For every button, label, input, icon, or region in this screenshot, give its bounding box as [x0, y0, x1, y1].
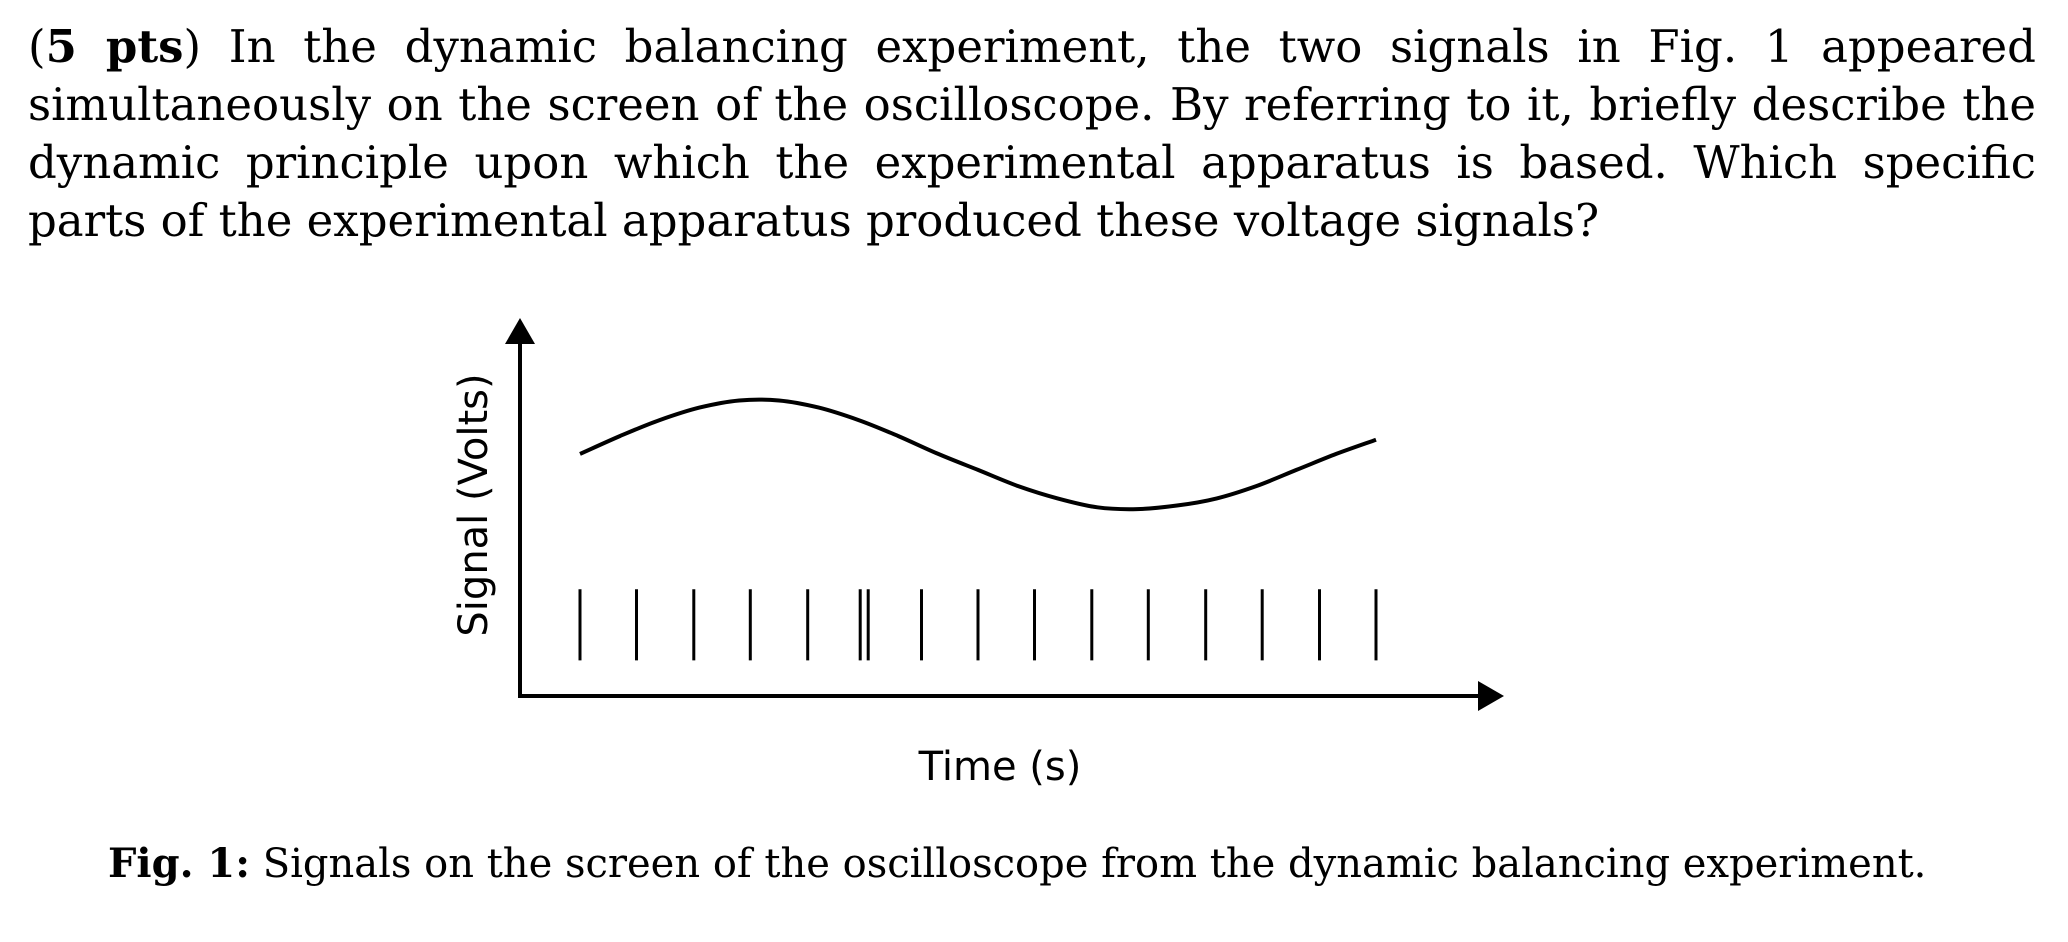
series-layer	[578, 397, 1378, 661]
x-axis-arrowhead	[1478, 681, 1504, 711]
y-axis-arrowhead	[505, 318, 535, 344]
y-axis-label: Signal (Volts)	[451, 373, 497, 636]
points-label: 5 pts	[45, 20, 184, 73]
figure-caption: Fig. 1: Signals on the screen of the osc…	[108, 838, 1926, 890]
x-axis-label: Time (s)	[918, 744, 1082, 790]
caption-text: Signals on the screen of the oscilloscop…	[250, 841, 1927, 887]
figure-1: Signal (Volts) Time (s)	[0, 300, 2068, 820]
oscilloscope-chart: Signal (Volts) Time (s)	[451, 318, 1504, 790]
question-body: In the dynamic balancing experiment, the…	[28, 20, 2036, 247]
sine-signal-line	[579, 397, 1377, 512]
caption-label: Fig. 1:	[108, 840, 251, 887]
question-text: (5 pts) In the dynamic balancing experim…	[28, 20, 2036, 247]
